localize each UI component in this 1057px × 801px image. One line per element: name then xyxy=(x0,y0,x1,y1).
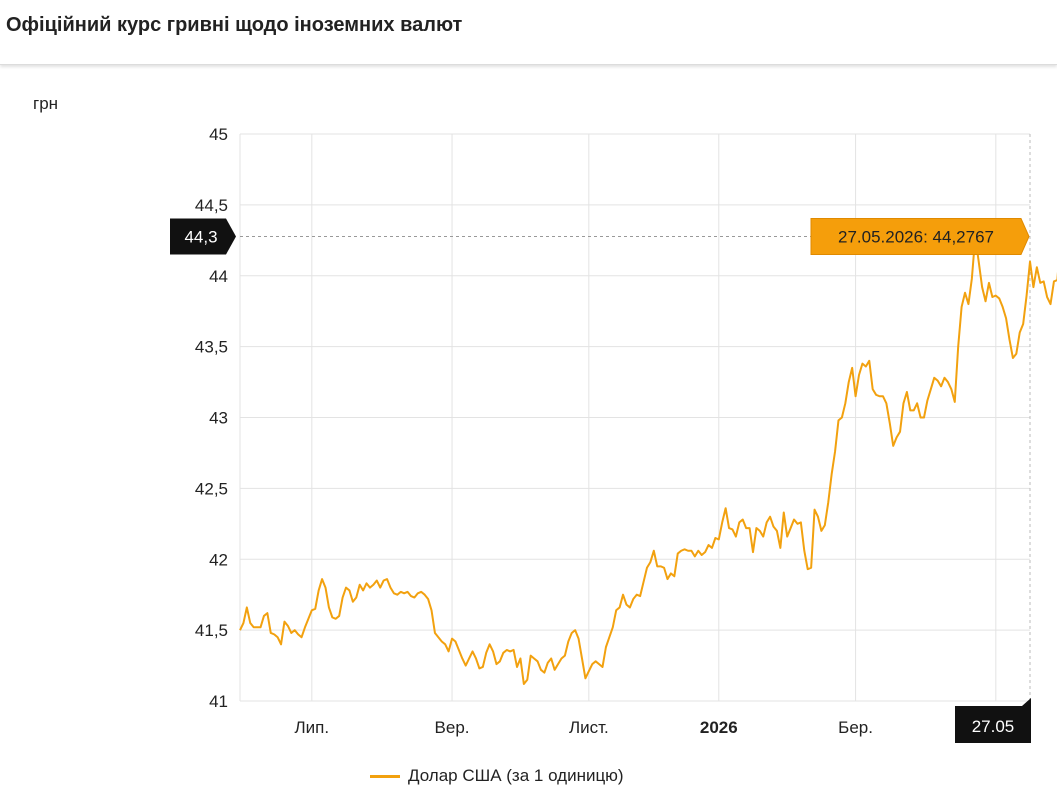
x-value-flag xyxy=(955,698,1031,743)
page-title: Офіційний курс гривні щодо іноземних вал… xyxy=(6,14,463,36)
legend-swatch-usd xyxy=(370,774,400,778)
x-value-flag-label: 27.05 xyxy=(972,717,1015,736)
y-tick-label: 44,5 xyxy=(195,196,228,215)
tooltip-box xyxy=(810,218,1030,256)
y-tick-label: 44 xyxy=(209,267,228,286)
x-tick-label: Лист. xyxy=(569,718,609,737)
y-value-flag xyxy=(170,218,236,255)
series-group xyxy=(239,235,1057,685)
y-tick-label: 41 xyxy=(209,692,228,711)
chart-grid xyxy=(239,133,1031,702)
crosshair-overlay: 44,3 27.05.2026: 44,2767 27.05 xyxy=(170,218,1031,743)
y-axis-unit-label: грн xyxy=(33,94,59,113)
tooltip-label: 27.05.2026: 44,2767 xyxy=(838,228,994,247)
legend-label-usd: Долар США (за 1 одиницю) xyxy=(408,766,624,785)
y-tick-label: 45 xyxy=(209,125,228,144)
y-value-flag-label: 44,3 xyxy=(184,228,217,247)
y-tick-label: 42 xyxy=(209,550,228,569)
x-tick-label: Вер. xyxy=(435,718,470,737)
x-tick-label: Лип. xyxy=(295,718,330,737)
y-tick-label: 43,5 xyxy=(195,338,228,357)
y-tick-label: 43 xyxy=(209,409,228,428)
y-tick-label: 42,5 xyxy=(195,479,228,498)
y-axis-ticks: 41 41,5 42 42,5 43 43,5 44 44,5 45 xyxy=(195,125,228,711)
page-header: Офіційний курс гривні щодо іноземних вал… xyxy=(0,0,1057,65)
x-tick-label: Бер. xyxy=(838,718,873,737)
chart-legend[interactable]: Долар США (за 1 одиницю) xyxy=(370,766,624,786)
x-tick-label: 2026 xyxy=(700,718,738,737)
series-line-usd xyxy=(239,235,1057,685)
y-tick-label: 41,5 xyxy=(195,621,228,640)
